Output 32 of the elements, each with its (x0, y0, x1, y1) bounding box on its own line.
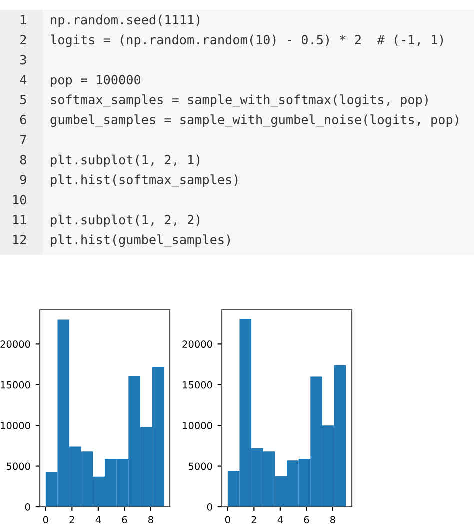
text: 3 (20, 55, 26, 65)
text: 12 plt.hist(gumbel_samples) (14, 234, 230, 248)
text: 11 plt.subplot(1, 2, 2) (14, 214, 200, 228)
x-tick-label: 4 (278, 516, 283, 524)
x-tick-label: 8 (148, 516, 154, 524)
text: 6 gumbel_samples = sample_with_gumbel_noise(logits, pop) (20, 114, 458, 128)
y-tick-label: 5000 (6, 462, 30, 470)
y-tick-label: 20000 (182, 340, 212, 348)
y-tick-label: 0 (207, 503, 212, 511)
x-tick-label: 2 (70, 516, 74, 524)
y-tick-label: 15000 (1, 381, 30, 389)
y-tick-label: 20000 (0, 340, 30, 348)
text: 8 plt.subplot(1, 2, 1) (20, 154, 200, 168)
text: 4 pop = 100000 (20, 75, 141, 88)
y-tick-label: 10000 (183, 422, 212, 430)
x-tick-label: 2 (252, 516, 256, 524)
x-tick-label: 8 (330, 516, 336, 524)
y-tick-label: 10000 (1, 422, 30, 430)
x-tick-label: 0 (43, 516, 48, 524)
text: 5 softmax_samples = sample_with_softmax(logits, pop) (20, 94, 428, 108)
text: 1 np.random.seed(1111) (21, 14, 200, 28)
text: 7 (20, 135, 26, 145)
y-tick-label: 0 (25, 503, 30, 511)
y-tick-label: 5000 (188, 462, 212, 470)
x-tick-label: 6 (122, 516, 128, 524)
text: 9 plt.hist(softmax_samples) (20, 174, 238, 188)
x-tick-label: 6 (304, 516, 310, 524)
text: 2 logits = (np.random.random(10) - 0.5) * 2 # (-1, 1) (20, 34, 444, 48)
x-tick-label: 4 (96, 516, 101, 524)
x-tick-label: 0 (225, 516, 230, 524)
text: 10 (14, 195, 26, 205)
y-tick-label: 15000 (183, 381, 212, 389)
